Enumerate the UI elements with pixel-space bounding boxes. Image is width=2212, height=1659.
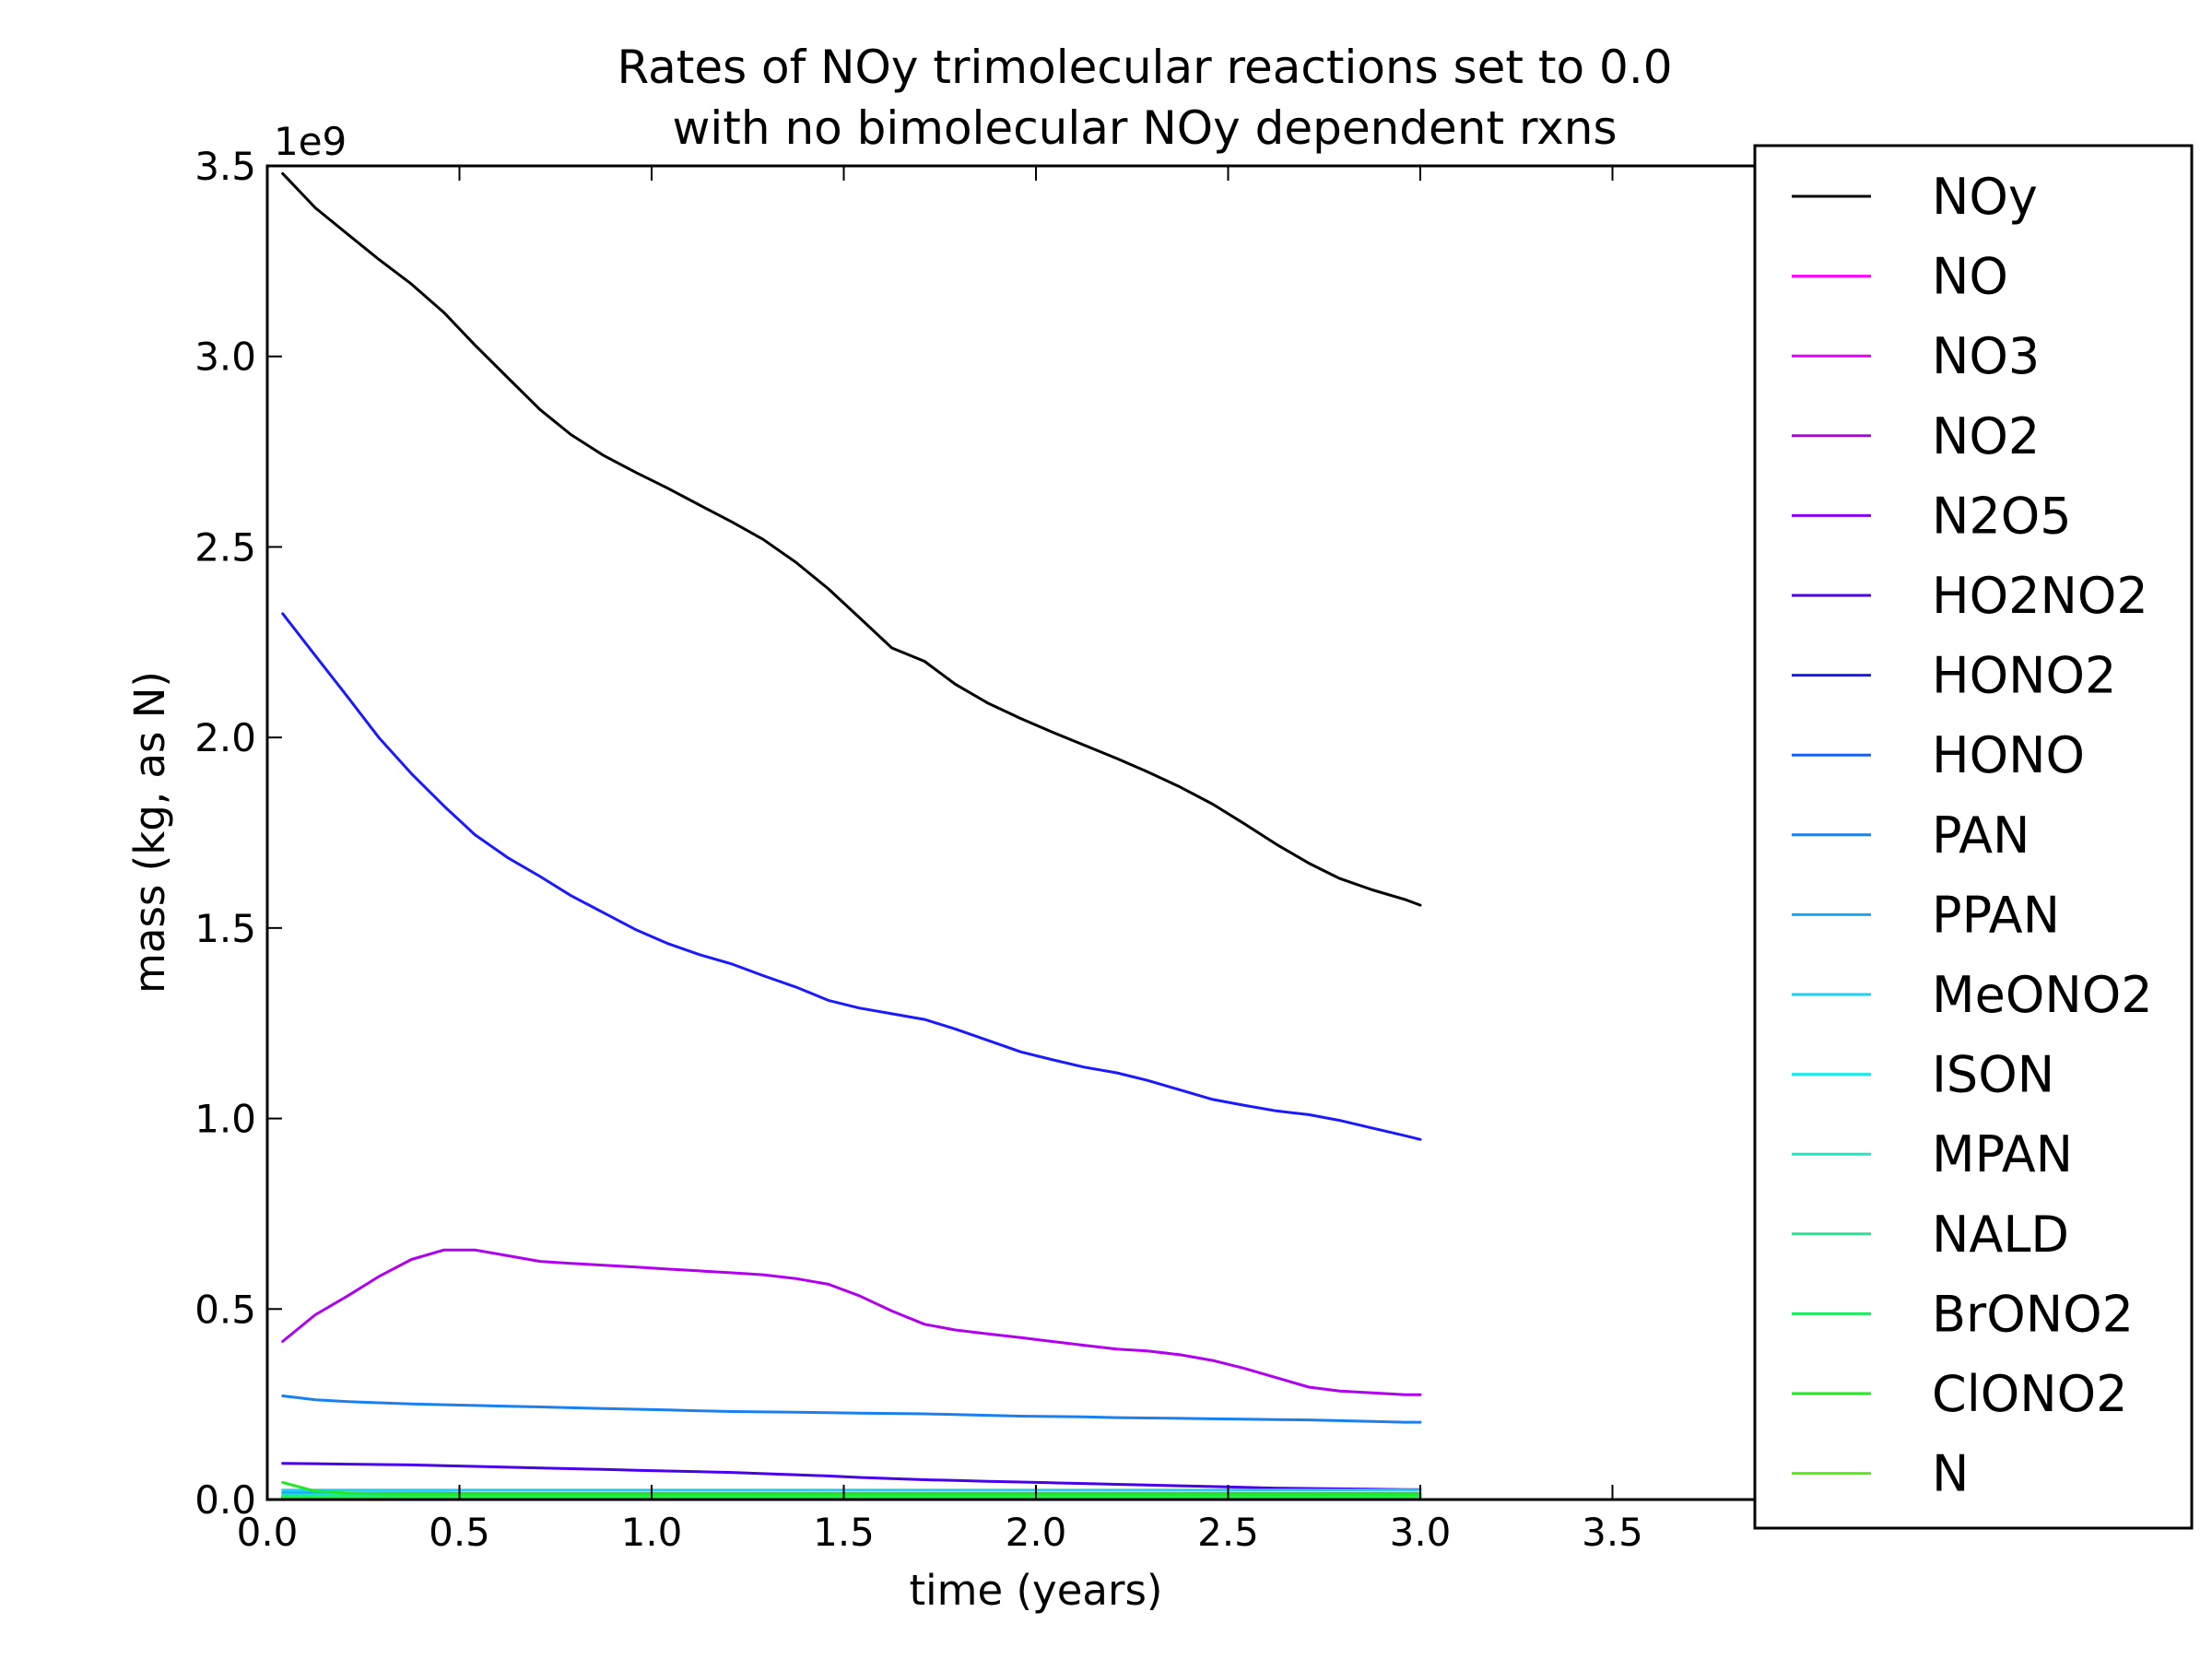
series-line-ho2no2 bbox=[281, 1462, 1422, 1491]
y-axis-label: mass (kg, as N) bbox=[125, 671, 174, 994]
x-tick-label: 1.5 bbox=[813, 1510, 875, 1555]
y-tick-label: 3.0 bbox=[194, 335, 256, 380]
legend-label-brono2: BrONO2 bbox=[1932, 1285, 2134, 1343]
legend-entries: NOy NO NO3 NO2 N2O5 HO2NO2 HONO2 HONO PAN PPAN MeO… bbox=[1792, 168, 2153, 1503]
y-tick-label: 3.5 bbox=[194, 144, 256, 189]
series-line-hono2 bbox=[281, 612, 1422, 1141]
legend-label-no2: NO2 bbox=[1932, 407, 2040, 465]
legend-label-meono2: MeONO2 bbox=[1932, 966, 2153, 1024]
legend-label-n2o5: N2O5 bbox=[1932, 487, 2072, 545]
x-tick-label: 2.0 bbox=[1006, 1510, 1067, 1555]
series-line-no2 bbox=[281, 1248, 1422, 1396]
y-tick-label: 2.0 bbox=[194, 715, 256, 760]
legend-label-ison: ISON bbox=[1932, 1046, 2054, 1104]
legend-label-noy: NOy bbox=[1932, 168, 2038, 226]
legend-label-hono2: HONO2 bbox=[1932, 647, 2116, 705]
y-tick-label: 1.5 bbox=[194, 906, 256, 951]
y-tick-label: 1.0 bbox=[194, 1097, 256, 1142]
y-offset-label: 1e9 bbox=[274, 119, 347, 164]
legend-label-ho2no2: HO2NO2 bbox=[1932, 567, 2148, 625]
x-tick-label: 0.5 bbox=[429, 1510, 490, 1555]
x-axis: 0.0 0.5 1.0 1.5 2.0 2.5 3.0 3.5 bbox=[237, 166, 1643, 1555]
legend-label-n: N bbox=[1932, 1445, 1969, 1503]
x-tick-label: 3.0 bbox=[1390, 1510, 1452, 1555]
x-tick-label: 3.5 bbox=[1582, 1510, 1643, 1555]
legend: NOy NO NO3 NO2 N2O5 HO2NO2 HONO2 HONO PAN PPAN MeO… bbox=[1753, 144, 2194, 1530]
y-tick-label: 2.5 bbox=[194, 524, 256, 570]
chart-title: Rates of NOy trimolecular reactions set … bbox=[617, 41, 1672, 155]
title-line-2: with no bimolecular NOy dependent rxns bbox=[672, 101, 1617, 155]
x-tick-label: 2.5 bbox=[1197, 1510, 1259, 1555]
legend-label-mpan: MPAN bbox=[1932, 1125, 2073, 1183]
series-line-noy bbox=[281, 171, 1422, 907]
legend-label-clono2: ClONO2 bbox=[1932, 1365, 2127, 1423]
legend-label-no: NO bbox=[1932, 248, 2008, 306]
legend-label-no3: NO3 bbox=[1932, 327, 2040, 385]
legend-label-nald: NALD bbox=[1932, 1206, 2069, 1264]
legend-label-hono: HONO bbox=[1932, 726, 2085, 784]
legend-label-pan: PAN bbox=[1932, 806, 2030, 865]
x-axis-label: time (years) bbox=[910, 1566, 1163, 1615]
x-tick-label: 1.0 bbox=[621, 1510, 683, 1555]
y-tick-label: 0.0 bbox=[194, 1477, 256, 1523]
legend-box bbox=[1753, 144, 2194, 1530]
legend-label-ppan: PPAN bbox=[1932, 886, 2060, 944]
series-line-clono2 bbox=[281, 1480, 1422, 1496]
y-tick-label: 0.5 bbox=[194, 1287, 256, 1332]
series-line-pan bbox=[281, 1394, 1422, 1424]
title-line-1: Rates of NOy trimolecular reactions set … bbox=[617, 41, 1672, 94]
x-tick-label: 0.0 bbox=[237, 1510, 299, 1555]
y-axis: 0.0 0.5 1.0 1.5 2.0 2.5 3.0 3.5 bbox=[194, 144, 1805, 1523]
